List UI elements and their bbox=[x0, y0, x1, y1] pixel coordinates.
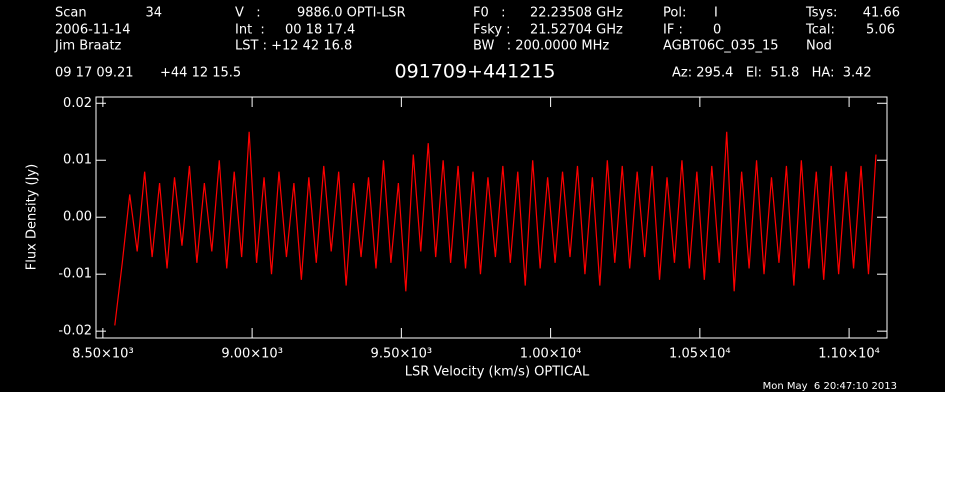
header-text: Nod bbox=[806, 39, 832, 54]
x-axis-label: LSR Velocity (km/s) OPTICAL bbox=[405, 365, 590, 380]
header-text: BW : 200.0000 MHz bbox=[473, 39, 609, 54]
x-tick-label: 8.50×10³ bbox=[72, 347, 134, 362]
header-text: I bbox=[714, 6, 718, 21]
header-text: LST : +12 42 16.8 bbox=[235, 39, 352, 54]
spectrum-line bbox=[114, 131, 877, 326]
y-tick-label: 0.02 bbox=[63, 96, 92, 111]
header-text: 9886.0 OPTI-LSR bbox=[297, 6, 406, 21]
x-tick-label: 1.00×10⁴ bbox=[520, 347, 582, 362]
background bbox=[0, 0, 945, 392]
x-tick-label: 9.00×10³ bbox=[221, 347, 283, 362]
chart-title: 091709+441215 bbox=[395, 61, 556, 83]
header-text: Int : bbox=[235, 23, 265, 38]
header-text: 22.23508 GHz bbox=[530, 6, 623, 21]
header-text: 2006-11-14 bbox=[55, 23, 131, 38]
x-tick-label: 1.05×10⁴ bbox=[669, 347, 731, 362]
header-text: Jim Braatz bbox=[54, 39, 122, 54]
x-tick-label: 1.10×10⁴ bbox=[818, 347, 880, 362]
header-text: F0 : bbox=[473, 6, 506, 21]
header-text: 00 18 17.4 bbox=[285, 23, 355, 38]
timestamp: Mon May 6 20:47:10 2013 bbox=[763, 381, 897, 392]
header-text: Tcal: bbox=[805, 23, 835, 38]
y-tick-label: 0.00 bbox=[63, 210, 92, 225]
header-text: 5.06 bbox=[866, 23, 895, 38]
header-text: Tsys: bbox=[805, 6, 837, 21]
y-tick-label: 0.01 bbox=[63, 153, 92, 168]
header-text: Scan bbox=[55, 6, 87, 21]
header-text: 41.66 bbox=[863, 6, 900, 21]
header-text: IF : bbox=[663, 23, 683, 38]
header-text: V : bbox=[235, 6, 261, 21]
x-tick-label: 9.50×10³ bbox=[371, 347, 433, 362]
header-text: 34 bbox=[145, 6, 162, 21]
header-text: Pol: bbox=[663, 6, 686, 21]
header-text: 09 17 09.21 bbox=[55, 66, 134, 81]
header-text: 0 bbox=[713, 23, 721, 38]
header-text: Az: 295.4 El: 51.8 HA: 3.42 bbox=[672, 66, 872, 81]
header-text: Fsky : bbox=[473, 23, 511, 38]
y-tick-label: -0.01 bbox=[58, 267, 92, 282]
y-axis-label: Flux Density (Jy) bbox=[25, 164, 40, 270]
header-text: AGBT06C_035_15 bbox=[663, 39, 779, 54]
y-tick-label: -0.02 bbox=[58, 324, 92, 339]
header-text: +44 12 15.5 bbox=[160, 66, 241, 81]
header-text: 21.52704 GHz bbox=[530, 23, 623, 38]
